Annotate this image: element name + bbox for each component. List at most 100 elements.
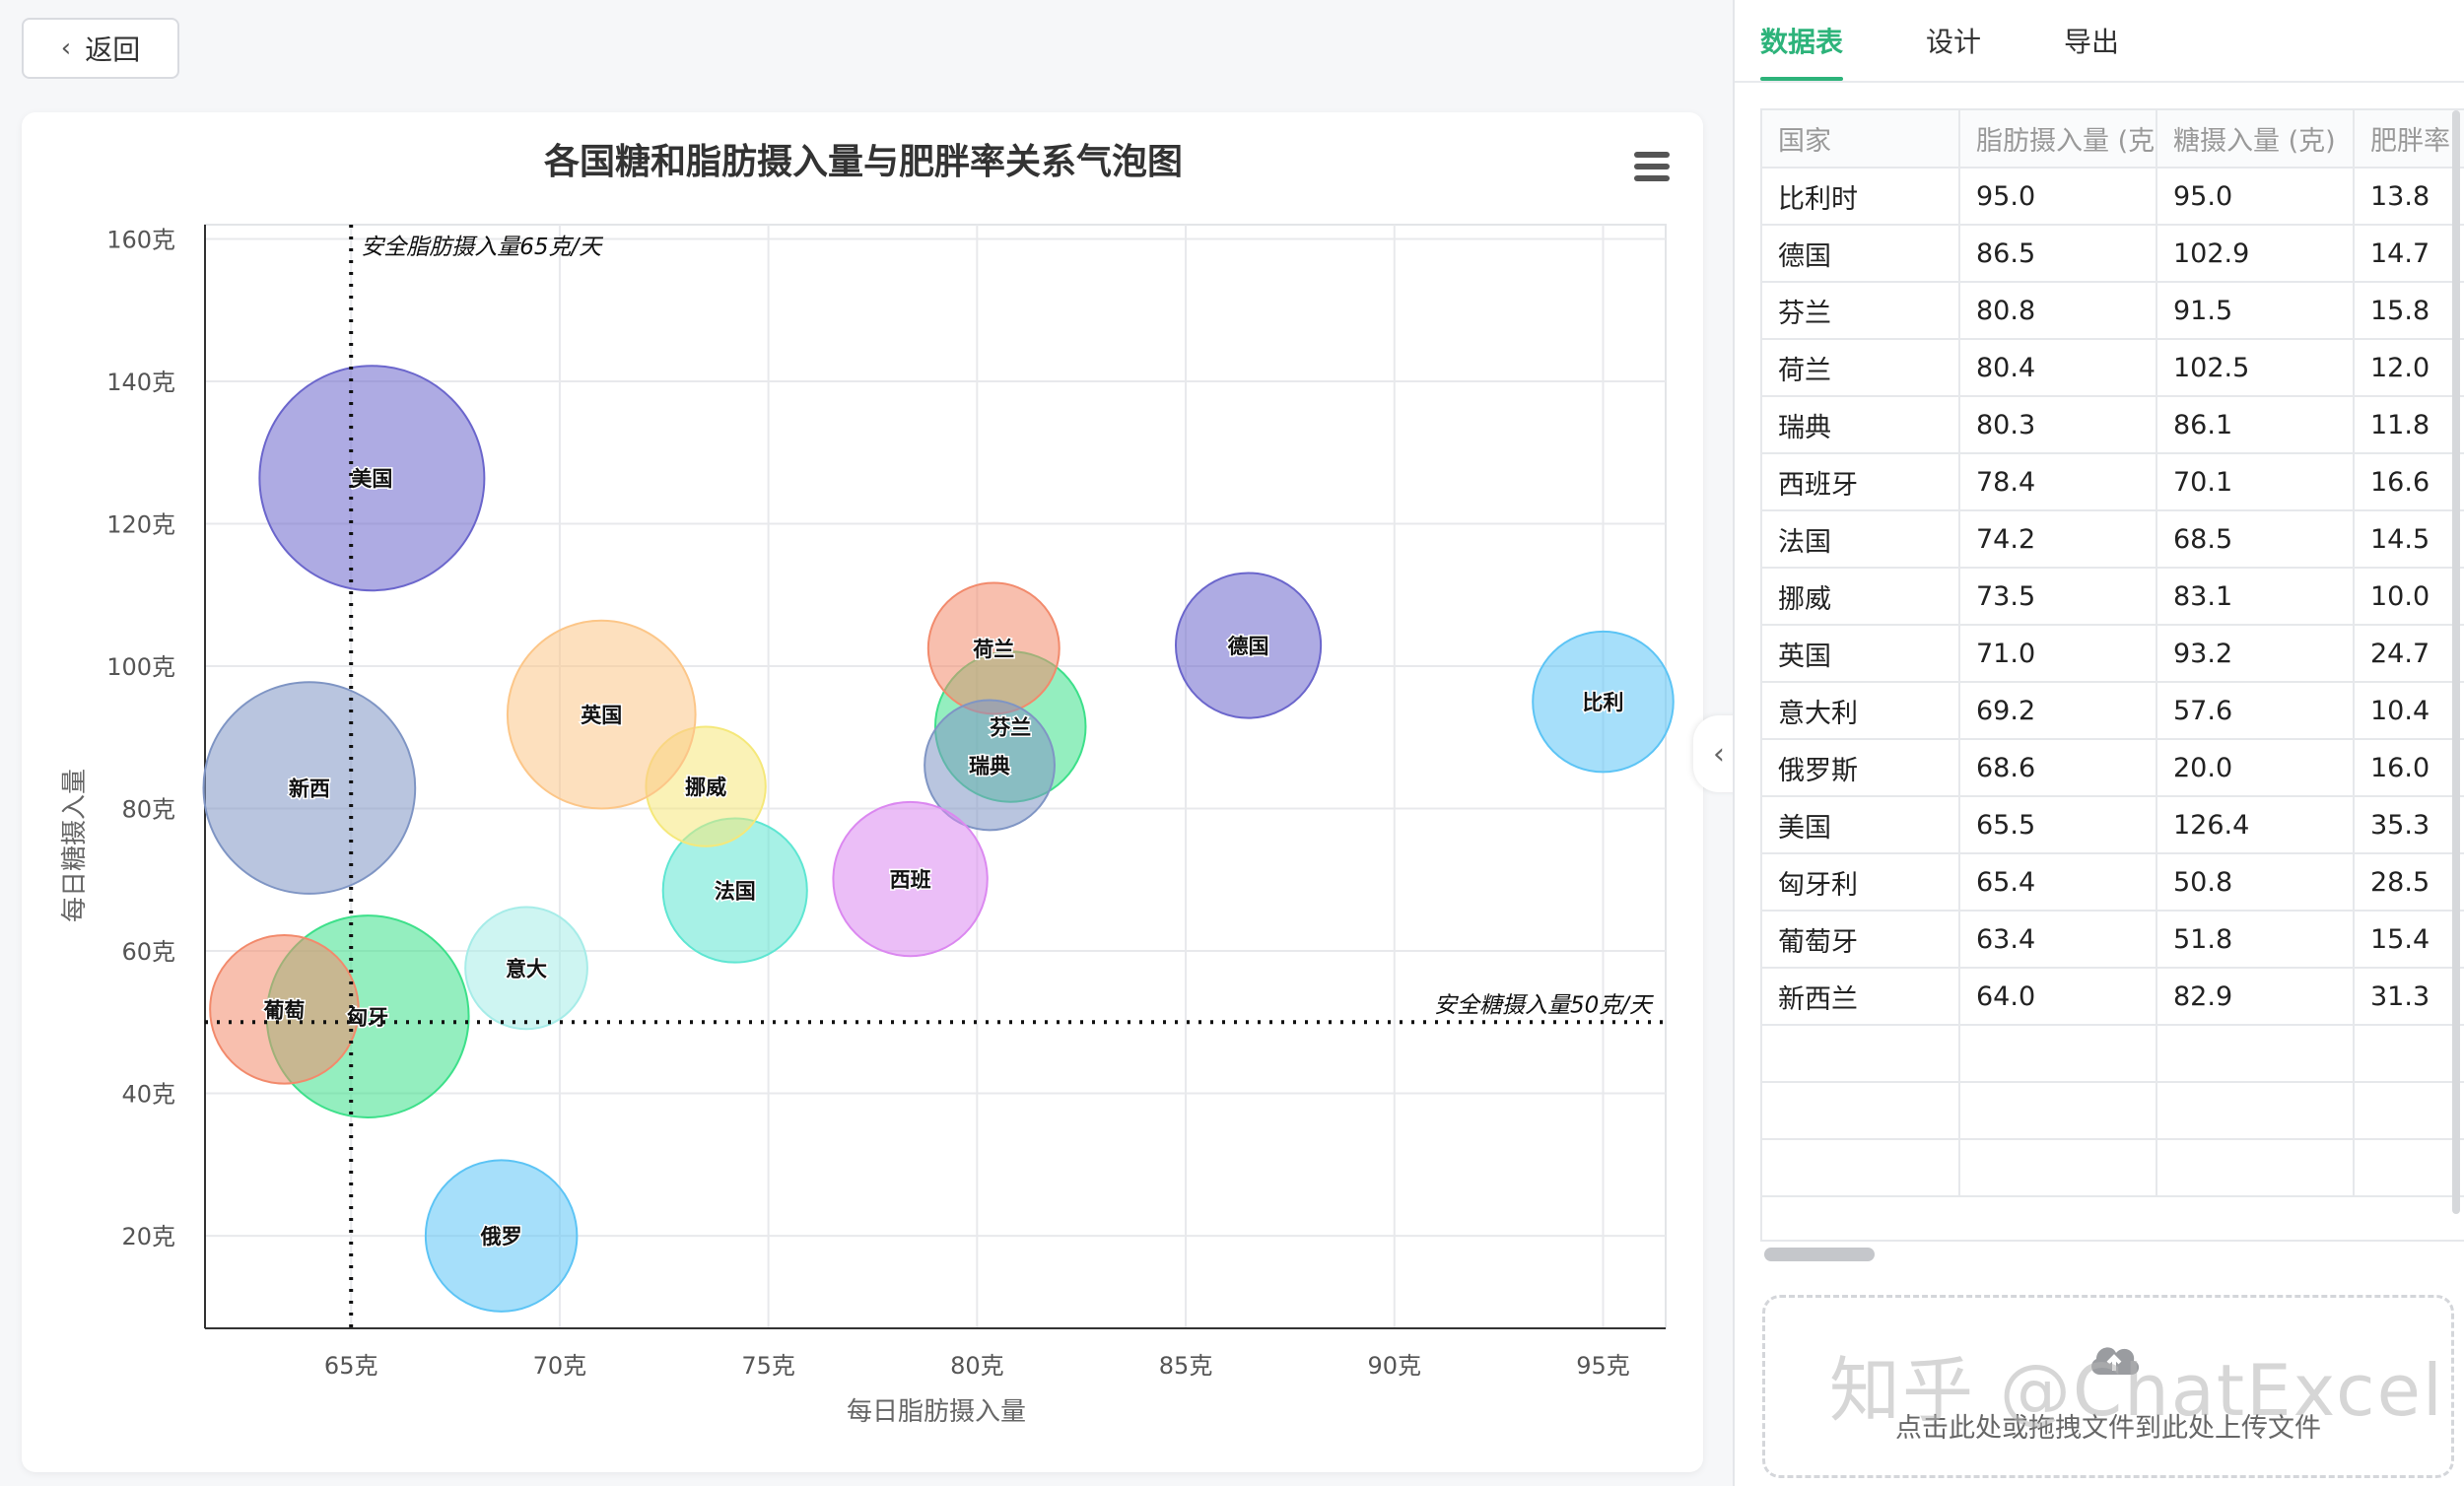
table-row-empty[interactable] [1762,1025,2464,1083]
table-cell[interactable] [2354,1139,2464,1197]
table-cell[interactable]: 葡萄牙 [1762,911,1960,969]
table-row[interactable]: 瑞典 80.3 86.1 11.8 [1762,396,2464,454]
table-row[interactable]: 匈牙利 65.4 50.8 28.5 [1762,853,2464,912]
table-cell[interactable]: 68.5 [2156,510,2355,569]
table-row[interactable]: 俄罗斯 68.6 20.0 16.0 [1762,739,2464,797]
table-cell[interactable]: 70.1 [2156,453,2355,511]
table-cell[interactable]: 57.6 [2156,682,2355,740]
table-cell[interactable]: 80.3 [1959,396,2157,454]
table-row[interactable]: 新西兰 64.0 82.9 31.3 [1762,968,2464,1026]
table-row[interactable]: 葡萄牙 63.4 51.8 15.4 [1762,911,2464,969]
table-cell[interactable]: 15.4 [2354,911,2464,969]
table-cell[interactable]: 28.5 [2354,853,2464,912]
table-row[interactable]: 英国 71.0 93.2 24.7 [1762,625,2464,683]
table-cell[interactable]: 16.6 [2354,453,2464,511]
table-cell[interactable]: 瑞典 [1762,396,1960,454]
table-cell[interactable] [1959,1082,2157,1140]
table-cell[interactable]: 95.0 [1959,168,2157,226]
chart-menu-icon[interactable] [1634,152,1670,181]
table-cell[interactable]: 新西兰 [1762,968,1960,1026]
table-row[interactable]: 荷兰 80.4 102.5 12.0 [1762,339,2464,397]
table-cell[interactable]: 102.9 [2156,225,2355,283]
tab-export[interactable]: 导出 [2064,26,2120,58]
table-cell[interactable]: 意大利 [1762,682,1960,740]
table-cell[interactable]: 73.5 [1959,568,2157,626]
table-cell[interactable]: 69.2 [1959,682,2157,740]
table-row[interactable]: 挪威 73.5 83.1 10.0 [1762,568,2464,626]
column-header[interactable]: 肥胖率 [2354,110,2464,169]
table-cell[interactable]: 71.0 [1959,625,2157,683]
table-cell[interactable]: 68.6 [1959,739,2157,797]
table-row[interactable]: 芬兰 80.8 91.5 15.8 [1762,282,2464,340]
tab-design[interactable]: 设计 [1926,26,1982,58]
table-cell[interactable] [1959,1025,2157,1083]
table-cell[interactable]: 78.4 [1959,453,2157,511]
table-cell[interactable] [1762,1082,1960,1140]
table-cell[interactable]: 31.3 [2354,968,2464,1026]
table-cell[interactable] [2156,1082,2355,1140]
table-cell[interactable]: 芬兰 [1762,282,1960,340]
table-cell[interactable]: 10.4 [2354,682,2464,740]
table-cell[interactable]: 93.2 [2156,625,2355,683]
table-row[interactable]: 西班牙 78.4 70.1 16.6 [1762,453,2464,511]
table-cell[interactable]: 俄罗斯 [1762,739,1960,797]
table-cell[interactable] [1762,1139,1960,1197]
table-cell[interactable]: 15.8 [2354,282,2464,340]
table-cell[interactable]: 匈牙利 [1762,853,1960,912]
table-row[interactable]: 比利时 95.0 95.0 13.8 [1762,168,2464,226]
table-cell[interactable]: 91.5 [2156,282,2355,340]
table-cell[interactable]: 13.8 [2354,168,2464,226]
table-cell[interactable]: 14.7 [2354,225,2464,283]
table-cell[interactable]: 83.1 [2156,568,2355,626]
back-button[interactable]: ‹ 返回 [22,18,179,79]
table-cell[interactable]: 50.8 [2156,853,2355,912]
table-cell[interactable] [2354,1025,2464,1083]
table-row-empty[interactable] [1762,1139,2464,1197]
table-cell[interactable]: 95.0 [2156,168,2355,226]
table-cell[interactable]: 西班牙 [1762,453,1960,511]
table-cell[interactable]: 英国 [1762,625,1960,683]
table-cell[interactable] [2156,1025,2355,1083]
table-cell[interactable]: 74.2 [1959,510,2157,569]
table-cell[interactable]: 法国 [1762,510,1960,569]
table-cell[interactable]: 24.7 [2354,625,2464,683]
table-cell[interactable]: 美国 [1762,796,1960,854]
table-cell[interactable]: 102.5 [2156,339,2355,397]
table-cell[interactable]: 挪威 [1762,568,1960,626]
table-cell[interactable]: 86.5 [1959,225,2157,283]
table-cell[interactable] [2156,1139,2355,1197]
table-cell[interactable] [1762,1025,1960,1083]
table-cell[interactable]: 12.0 [2354,339,2464,397]
table-cell[interactable]: 80.4 [1959,339,2157,397]
table-cell[interactable]: 荷兰 [1762,339,1960,397]
table-cell[interactable]: 126.4 [2156,796,2355,854]
file-upload-dropzone[interactable]: 点击此处或拖拽文件到此处上传文件 [1762,1295,2454,1478]
table-cell[interactable]: 20.0 [2156,739,2355,797]
table-cell[interactable]: 16.0 [2354,739,2464,797]
table-horizontal-scrollbar[interactable] [1764,1248,1875,1261]
table-row-empty[interactable] [1762,1082,2464,1140]
column-header[interactable]: 国家 [1762,110,1960,169]
table-cell[interactable]: 德国 [1762,225,1960,283]
column-header[interactable]: 脂肪摄入量 (克 [1959,110,2157,169]
table-cell[interactable]: 65.4 [1959,853,2157,912]
table-cell[interactable]: 64.0 [1959,968,2157,1026]
table-cell[interactable]: 80.8 [1959,282,2157,340]
table-row[interactable]: 意大利 69.2 57.6 10.4 [1762,682,2464,740]
table-cell[interactable]: 63.4 [1959,911,2157,969]
table-cell[interactable]: 82.9 [2156,968,2355,1026]
table-row[interactable]: 法国 74.2 68.5 14.5 [1762,510,2464,569]
table-cell[interactable]: 比利时 [1762,168,1960,226]
table-cell[interactable]: 10.0 [2354,568,2464,626]
table-cell[interactable] [1959,1139,2157,1197]
table-cell[interactable]: 65.5 [1959,796,2157,854]
table-cell[interactable]: 14.5 [2354,510,2464,569]
table-cell[interactable]: 11.8 [2354,396,2464,454]
table-row[interactable]: 德国 86.5 102.9 14.7 [1762,225,2464,283]
table-vertical-scrollbar[interactable] [2452,110,2460,1214]
column-header[interactable]: 糖摄入量 (克) [2156,110,2355,169]
table-cell[interactable]: 86.1 [2156,396,2355,454]
table-cell[interactable]: 35.3 [2354,796,2464,854]
tab-data-table[interactable]: 数据表 [1760,0,1844,81]
table-cell[interactable]: 51.8 [2156,911,2355,969]
